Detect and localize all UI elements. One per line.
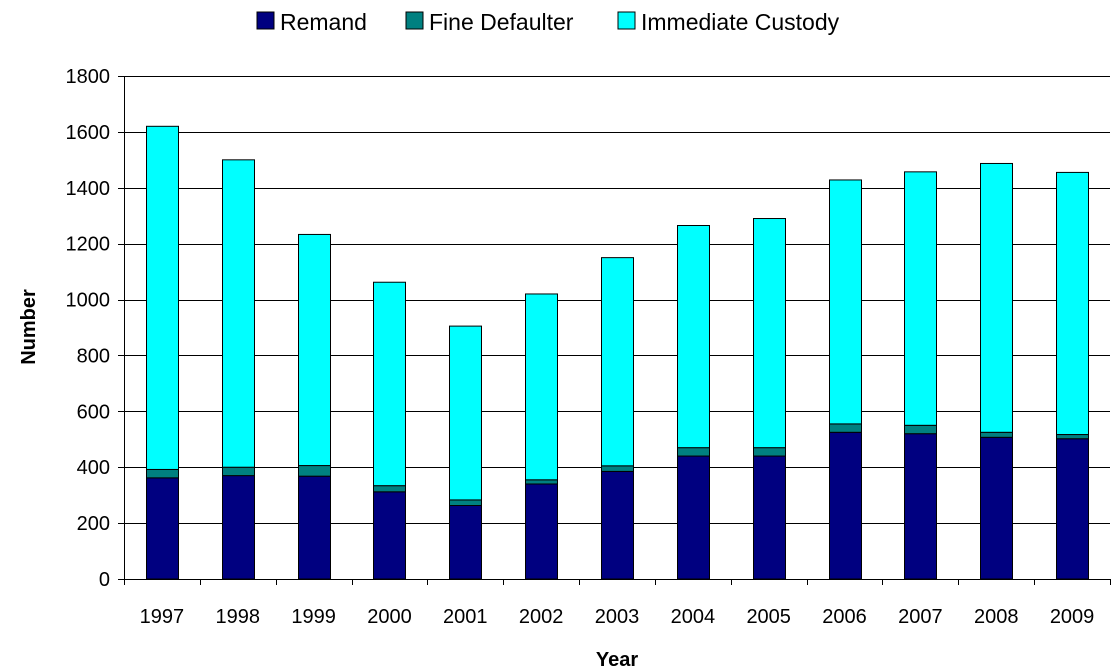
bar-remand-2009 (1056, 438, 1089, 580)
bar-remand-2007 (904, 433, 937, 580)
legend-item-remand: Remand (256, 9, 367, 35)
x-tick-label-2003: 2003 (595, 606, 640, 628)
bar-fine-defaulter-1999 (298, 465, 331, 477)
x-tick-label-2009: 2009 (1050, 606, 1095, 628)
bar-fine-defaulter-2006 (829, 423, 862, 433)
y-tick-label-0: 0 (99, 569, 110, 591)
bar-fine-defaulter-2004 (677, 447, 710, 457)
x-tick-label-2004: 2004 (671, 606, 716, 628)
legend: Remand Fine Defaulter Immediate Custody (256, 9, 840, 35)
x-tick-label-2002: 2002 (519, 606, 564, 628)
y-tick-label-600: 600 (77, 401, 110, 423)
legend-swatch-fine-defaulter (405, 11, 424, 30)
bar-immediate-custody-1999 (298, 233, 331, 467)
y-tick-label-1200: 1200 (66, 234, 111, 256)
bar-immediate-custody-2007 (904, 171, 937, 426)
bars (146, 125, 1089, 580)
bar-remand-1999 (298, 475, 331, 580)
bar-fine-defaulter-1998 (222, 466, 255, 477)
bar-fine-defaulter-2002 (525, 479, 558, 485)
x-tick-label-1999: 1999 (291, 606, 336, 628)
bar-immediate-custody-1998 (222, 159, 255, 468)
bar-remand-2008 (980, 436, 1013, 580)
legend-swatch-remand (256, 11, 275, 30)
legend-item-immediate-custody: Immediate Custody (617, 9, 840, 35)
legend-label-remand: Remand (280, 9, 367, 35)
bar-fine-defaulter-2003 (601, 465, 634, 472)
bar-fine-defaulter-2000 (373, 485, 406, 493)
bar-immediate-custody-2009 (1056, 171, 1089, 436)
legend-item-fine-defaulter: Fine Defaulter (405, 9, 574, 35)
bar-fine-defaulter-2005 (753, 447, 786, 457)
x-tick-label-2000: 2000 (367, 606, 412, 628)
y-tick-label-400: 400 (77, 457, 110, 479)
bar-fine-defaulter-2001 (449, 499, 482, 507)
bar-remand-1997 (146, 477, 179, 580)
x-tick-label-2008: 2008 (974, 606, 1019, 628)
bar-remand-2005 (753, 455, 786, 580)
x-tick-label-2005: 2005 (746, 606, 791, 628)
y-tick-label-200: 200 (77, 513, 110, 535)
y-axis-title: Number (18, 289, 40, 365)
legend-label-fine-defaulter: Fine Defaulter (429, 9, 574, 35)
bar-remand-1998 (222, 475, 255, 580)
bar-immediate-custody-2001 (449, 325, 482, 501)
x-tick-label-1997: 1997 (140, 606, 185, 628)
bar-remand-2006 (829, 431, 862, 580)
y-tick-label-1600: 1600 (66, 122, 111, 144)
x-axis-title: Year (596, 649, 638, 671)
legend-label-immediate-custody: Immediate Custody (641, 9, 840, 35)
bar-fine-defaulter-2008 (980, 431, 1013, 438)
x-tick-label-2001: 2001 (443, 606, 488, 628)
bar-immediate-custody-2002 (525, 293, 558, 481)
bar-immediate-custody-2004 (677, 225, 710, 449)
bar-immediate-custody-2006 (829, 179, 862, 425)
bar-immediate-custody-2000 (373, 281, 406, 487)
y-tick-labels: 0 200 400 600 800 1000 1200 1400 1600 1800 (66, 66, 111, 591)
bar-remand-2002 (525, 483, 558, 580)
bar-immediate-custody-1997 (146, 125, 179, 470)
x-tick-label-1998: 1998 (216, 606, 261, 628)
axes (118, 76, 1111, 585)
bar-fine-defaulter-2009 (1056, 434, 1089, 440)
y-tick-label-1800: 1800 (66, 66, 111, 88)
bar-remand-2001 (449, 505, 482, 580)
x-tick-label-2006: 2006 (822, 606, 867, 628)
bar-fine-defaulter-1997 (146, 468, 179, 479)
y-tick-label-1000: 1000 (66, 290, 111, 312)
legend-swatch-immediate-custody (617, 11, 636, 30)
bar-fine-defaulter-2007 (904, 424, 937, 435)
x-tick-labels: 1997 1998 1999 2000 2001 2002 2003 2004 2005 2006… (140, 606, 1095, 628)
bar-immediate-custody-2008 (980, 162, 1013, 433)
bar-remand-2000 (373, 491, 406, 580)
y-tick-label-800: 800 (77, 345, 110, 367)
bar-remand-2004 (677, 455, 710, 580)
bar-remand-2003 (601, 470, 634, 580)
x-tick-label-2007: 2007 (898, 606, 943, 628)
bar-immediate-custody-2003 (601, 257, 634, 467)
bar-immediate-custody-2005 (753, 218, 786, 449)
y-tick-label-1400: 1400 (66, 178, 111, 200)
